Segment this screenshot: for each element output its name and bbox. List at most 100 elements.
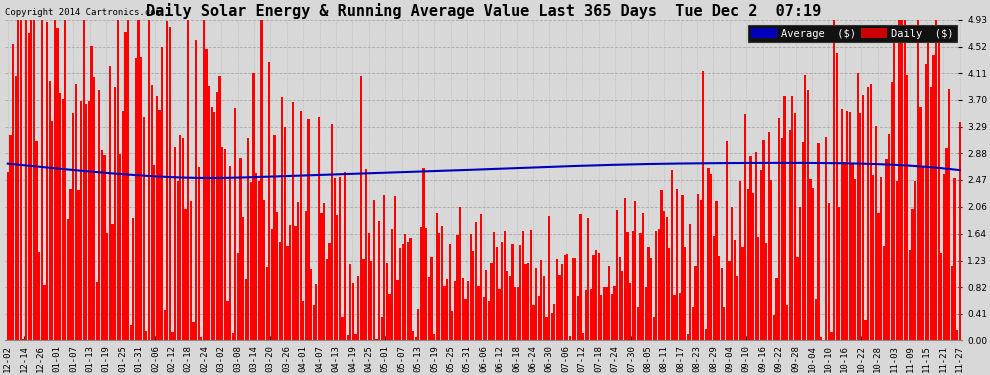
- Bar: [490, 262, 493, 340]
- Bar: [708, 168, 710, 340]
- Bar: [655, 231, 657, 340]
- Bar: [783, 96, 785, 340]
- Bar: [671, 170, 673, 340]
- Bar: [31, 20, 33, 340]
- Bar: [561, 264, 563, 340]
- Bar: [637, 308, 640, 340]
- Bar: [96, 282, 98, 340]
- Bar: [527, 263, 530, 340]
- Bar: [488, 301, 490, 340]
- Bar: [948, 89, 950, 340]
- Bar: [856, 74, 858, 340]
- Bar: [577, 296, 579, 340]
- Bar: [388, 294, 391, 340]
- Bar: [211, 107, 213, 340]
- Bar: [705, 329, 707, 340]
- Bar: [88, 101, 90, 340]
- Bar: [831, 332, 833, 340]
- Bar: [72, 113, 74, 340]
- Bar: [737, 276, 739, 340]
- Bar: [469, 234, 472, 340]
- Bar: [46, 22, 49, 340]
- Bar: [276, 212, 278, 340]
- Bar: [676, 189, 678, 340]
- Bar: [891, 82, 893, 340]
- Bar: [726, 141, 728, 340]
- Bar: [200, 337, 202, 340]
- Bar: [888, 134, 890, 340]
- Bar: [300, 111, 302, 340]
- Bar: [836, 53, 838, 340]
- Bar: [794, 113, 796, 340]
- Bar: [553, 304, 555, 340]
- Bar: [420, 227, 422, 340]
- Bar: [480, 214, 482, 340]
- Bar: [721, 268, 723, 340]
- Bar: [893, 41, 895, 340]
- Bar: [103, 155, 106, 340]
- Bar: [130, 325, 132, 340]
- Bar: [33, 20, 35, 340]
- Bar: [953, 178, 955, 340]
- Bar: [224, 149, 226, 340]
- Bar: [203, 20, 205, 340]
- Bar: [571, 258, 574, 340]
- Bar: [334, 178, 336, 340]
- Bar: [663, 211, 665, 340]
- Bar: [668, 248, 670, 340]
- Bar: [689, 224, 691, 340]
- Bar: [169, 27, 171, 341]
- Bar: [351, 283, 354, 340]
- Bar: [673, 294, 676, 340]
- Bar: [305, 211, 307, 340]
- Bar: [563, 255, 566, 340]
- Bar: [158, 110, 160, 340]
- Title: Daily Solar Energy & Running Average Value Last 365 Days  Tue Dec 2  07:19: Daily Solar Energy & Running Average Val…: [147, 3, 822, 19]
- Bar: [950, 266, 953, 340]
- Bar: [25, 20, 27, 340]
- Bar: [453, 280, 456, 340]
- Bar: [558, 275, 560, 340]
- Bar: [716, 201, 718, 340]
- Bar: [592, 255, 595, 340]
- Bar: [367, 233, 369, 340]
- Bar: [273, 135, 275, 340]
- Bar: [444, 286, 446, 340]
- Bar: [541, 260, 543, 340]
- Bar: [61, 99, 63, 340]
- Bar: [362, 259, 364, 340]
- Bar: [815, 298, 817, 340]
- Bar: [734, 240, 736, 340]
- Bar: [407, 242, 409, 340]
- Bar: [428, 277, 430, 340]
- Bar: [182, 138, 184, 340]
- Bar: [205, 48, 208, 340]
- Bar: [321, 213, 323, 340]
- Bar: [848, 112, 851, 340]
- Bar: [945, 148, 947, 340]
- Bar: [412, 331, 414, 340]
- Bar: [127, 20, 129, 340]
- Bar: [44, 285, 46, 340]
- Bar: [446, 279, 448, 340]
- Bar: [627, 232, 629, 340]
- Bar: [354, 334, 356, 340]
- Bar: [294, 226, 297, 340]
- Bar: [901, 20, 903, 340]
- Bar: [665, 217, 668, 340]
- Bar: [456, 235, 458, 340]
- Bar: [370, 261, 372, 340]
- Bar: [36, 141, 38, 340]
- Bar: [825, 137, 828, 340]
- Bar: [90, 46, 93, 340]
- Bar: [386, 263, 388, 340]
- Bar: [935, 20, 938, 340]
- Bar: [958, 122, 960, 340]
- Bar: [436, 213, 438, 340]
- Bar: [543, 276, 545, 340]
- Bar: [791, 96, 793, 340]
- Bar: [146, 331, 148, 340]
- Bar: [846, 111, 848, 340]
- Bar: [423, 168, 425, 340]
- Bar: [684, 247, 686, 340]
